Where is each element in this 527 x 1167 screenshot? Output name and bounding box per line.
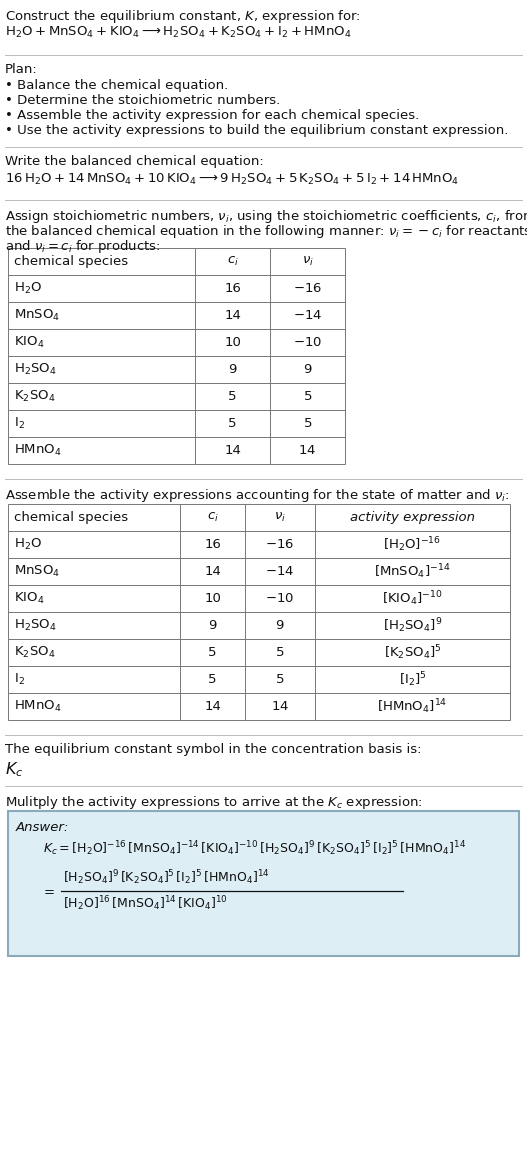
- Bar: [8, 410, 345, 436]
- Text: $-16$: $-16$: [293, 282, 322, 295]
- Text: chemical species: chemical species: [14, 256, 128, 268]
- Text: Write the balanced chemical equation:: Write the balanced chemical equation:: [5, 155, 264, 168]
- Text: $-14$: $-14$: [293, 309, 322, 322]
- Text: Mulitply the activity expressions to arrive at the $K_c$ expression:: Mulitply the activity expressions to arr…: [5, 794, 423, 811]
- Text: 5: 5: [208, 673, 217, 686]
- Bar: [8, 356, 345, 383]
- Text: Construct the equilibrium constant, $K$, expression for:: Construct the equilibrium constant, $K$,…: [5, 8, 361, 25]
- Text: $[\mathrm{H_2O}]^{16}\,[\mathrm{MnSO_4}]^{14}\,[\mathrm{KIO_4}]^{10}$: $[\mathrm{H_2O}]^{16}\,[\mathrm{MnSO_4}]…: [63, 894, 228, 913]
- Text: $\mathrm{HMnO_4}$: $\mathrm{HMnO_4}$: [14, 699, 62, 714]
- Text: $5$: $5$: [275, 673, 285, 686]
- Text: $5$: $5$: [303, 417, 312, 429]
- Text: $\mathrm{MnSO_4}$: $\mathrm{MnSO_4}$: [14, 308, 60, 323]
- Bar: [8, 504, 510, 531]
- Text: $\mathrm{H_2SO_4}$: $\mathrm{H_2SO_4}$: [14, 362, 56, 377]
- Text: Plan:: Plan:: [5, 63, 38, 76]
- Text: $5$: $5$: [303, 390, 312, 403]
- Text: 9: 9: [208, 619, 217, 633]
- Bar: [8, 302, 345, 329]
- Text: $[\mathrm{KIO_4}]^{-10}$: $[\mathrm{KIO_4}]^{-10}$: [382, 589, 443, 608]
- Text: $\mathrm{I_2}$: $\mathrm{I_2}$: [14, 415, 25, 431]
- Text: 5: 5: [208, 647, 217, 659]
- Bar: [8, 612, 510, 640]
- Text: $\mathrm{KIO_4}$: $\mathrm{KIO_4}$: [14, 591, 44, 606]
- Text: • Determine the stoichiometric numbers.: • Determine the stoichiometric numbers.: [5, 95, 280, 107]
- Text: $c_i$: $c_i$: [227, 254, 238, 268]
- Text: activity expression: activity expression: [350, 511, 475, 524]
- Text: $\mathrm{K_2SO_4}$: $\mathrm{K_2SO_4}$: [14, 645, 55, 661]
- Text: $-10$: $-10$: [266, 592, 295, 605]
- Text: $\mathrm{HMnO_4}$: $\mathrm{HMnO_4}$: [14, 443, 62, 459]
- Text: $\mathrm{16\,H_2O + 14\,MnSO_4 + 10\,KIO_4 \longrightarrow 9\,H_2SO_4 + 5\,K_2SO: $\mathrm{16\,H_2O + 14\,MnSO_4 + 10\,KIO…: [5, 172, 459, 187]
- Bar: [8, 558, 510, 585]
- Text: Answer:: Answer:: [16, 822, 70, 834]
- Text: $5$: $5$: [275, 647, 285, 659]
- Text: $[\mathrm{H_2SO_4}]^9\,[\mathrm{K_2SO_4}]^5\,[\mathrm{I_2}]^5\,[\mathrm{HMnO_4}]: $[\mathrm{H_2SO_4}]^9\,[\mathrm{K_2SO_4}…: [63, 868, 270, 887]
- Text: Assemble the activity expressions accounting for the state of matter and $\nu_i$: Assemble the activity expressions accoun…: [5, 487, 510, 504]
- Bar: [8, 383, 345, 410]
- Text: 5: 5: [228, 390, 237, 403]
- Text: 14: 14: [224, 443, 241, 457]
- Text: $[\mathrm{HMnO_4}]^{14}$: $[\mathrm{HMnO_4}]^{14}$: [377, 697, 447, 715]
- Text: chemical species: chemical species: [14, 511, 128, 524]
- Text: the balanced chemical equation in the following manner: $\nu_i = -c_i$ for react: the balanced chemical equation in the fo…: [5, 223, 527, 240]
- Bar: [8, 693, 510, 720]
- Text: $\mathrm{I_2}$: $\mathrm{I_2}$: [14, 672, 25, 687]
- Text: $-14$: $-14$: [266, 565, 295, 578]
- Text: $c_i$: $c_i$: [207, 511, 218, 524]
- Text: $K_c$: $K_c$: [5, 760, 24, 778]
- Text: $9$: $9$: [275, 619, 285, 633]
- Text: 16: 16: [224, 282, 241, 295]
- Text: $-16$: $-16$: [266, 538, 295, 551]
- Bar: [8, 249, 345, 275]
- Text: $\mathrm{MnSO_4}$: $\mathrm{MnSO_4}$: [14, 564, 60, 579]
- Text: $\nu_i$: $\nu_i$: [274, 511, 286, 524]
- Text: The equilibrium constant symbol in the concentration basis is:: The equilibrium constant symbol in the c…: [5, 743, 422, 756]
- Text: 14: 14: [204, 565, 221, 578]
- Bar: [8, 666, 510, 693]
- Text: 14: 14: [224, 309, 241, 322]
- Text: $[\mathrm{MnSO_4}]^{-14}$: $[\mathrm{MnSO_4}]^{-14}$: [374, 562, 451, 581]
- Text: and $\nu_i = c_i$ for products:: and $\nu_i = c_i$ for products:: [5, 238, 161, 256]
- Text: $\mathrm{H_2SO_4}$: $\mathrm{H_2SO_4}$: [14, 619, 56, 633]
- Text: $\mathrm{H_2O + MnSO_4 + KIO_4 \longrightarrow H_2SO_4 + K_2SO_4 + I_2 + HMnO_4}: $\mathrm{H_2O + MnSO_4 + KIO_4 \longrigh…: [5, 25, 352, 40]
- Text: • Balance the chemical equation.: • Balance the chemical equation.: [5, 79, 228, 92]
- Text: $[\mathrm{K_2SO_4}]^5$: $[\mathrm{K_2SO_4}]^5$: [384, 643, 442, 662]
- Text: $\mathrm{H_2O}$: $\mathrm{H_2O}$: [14, 281, 42, 296]
- Bar: [8, 531, 510, 558]
- Bar: [8, 585, 510, 612]
- Text: 10: 10: [224, 336, 241, 349]
- Text: Assign stoichiometric numbers, $\nu_i$, using the stoichiometric coefficients, $: Assign stoichiometric numbers, $\nu_i$, …: [5, 208, 527, 225]
- Text: $[\mathrm{H_2O}]^{-16}$: $[\mathrm{H_2O}]^{-16}$: [384, 536, 442, 554]
- Text: $=$: $=$: [41, 885, 55, 897]
- Text: $-10$: $-10$: [293, 336, 322, 349]
- Text: • Assemble the activity expression for each chemical species.: • Assemble the activity expression for e…: [5, 109, 419, 123]
- Text: $9$: $9$: [302, 363, 313, 376]
- Text: $\nu_i$: $\nu_i$: [301, 254, 314, 268]
- Text: $[\mathrm{H_2SO_4}]^9$: $[\mathrm{H_2SO_4}]^9$: [383, 616, 442, 635]
- Text: $14$: $14$: [271, 700, 289, 713]
- Text: $[\mathrm{I_2}]^5$: $[\mathrm{I_2}]^5$: [398, 670, 426, 689]
- Text: 14: 14: [204, 700, 221, 713]
- Text: 16: 16: [204, 538, 221, 551]
- Bar: [8, 640, 510, 666]
- Text: $\mathrm{K_2SO_4}$: $\mathrm{K_2SO_4}$: [14, 389, 55, 404]
- Text: 9: 9: [228, 363, 237, 376]
- Text: $K_c = [\mathrm{H_2O}]^{-16}$$\,[\mathrm{MnSO_4}]^{-14}$$\,[\mathrm{KIO_4}]^{-10: $K_c = [\mathrm{H_2O}]^{-16}$$\,[\mathrm…: [43, 839, 466, 858]
- Bar: [8, 329, 345, 356]
- Text: • Use the activity expressions to build the equilibrium constant expression.: • Use the activity expressions to build …: [5, 124, 509, 137]
- Text: 10: 10: [204, 592, 221, 605]
- Bar: [8, 436, 345, 464]
- Text: $14$: $14$: [298, 443, 317, 457]
- Text: 5: 5: [228, 417, 237, 429]
- Bar: [8, 275, 345, 302]
- Text: $\mathrm{H_2O}$: $\mathrm{H_2O}$: [14, 537, 42, 552]
- FancyBboxPatch shape: [8, 811, 519, 956]
- Text: $\mathrm{KIO_4}$: $\mathrm{KIO_4}$: [14, 335, 44, 350]
